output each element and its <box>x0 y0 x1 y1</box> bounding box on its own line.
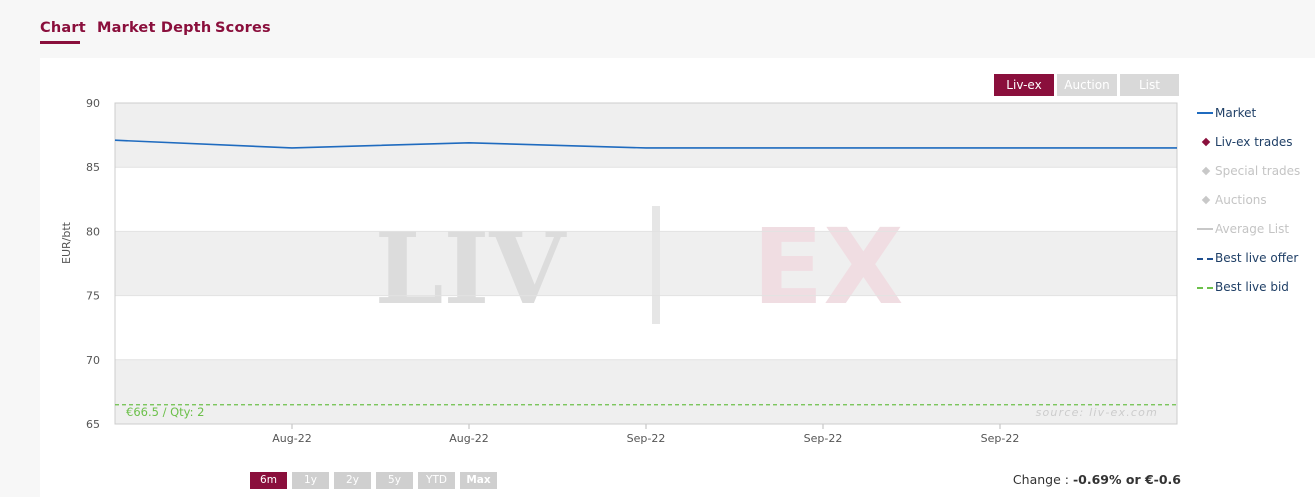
source-auction-button[interactable]: Auction <box>1057 74 1117 96</box>
plot-band <box>115 103 1177 168</box>
x-tick-label: Aug-22 <box>272 432 311 445</box>
line-marker-icon <box>1197 287 1213 289</box>
x-tick-label: Aug-22 <box>449 432 488 445</box>
y-axis-label: EUR/btt <box>60 221 73 264</box>
plot-band <box>115 359 1177 424</box>
line-marker-icon <box>1197 228 1213 230</box>
x-tick-label: Sep-22 <box>627 432 666 445</box>
y-tick-label: 70 <box>86 354 100 367</box>
tab-chart[interactable]: Chart <box>40 20 86 36</box>
plot-band <box>115 295 1177 360</box>
range-1y-button[interactable]: 1y <box>292 472 329 489</box>
legend-label: Market <box>1215 106 1257 120</box>
plot-band <box>115 231 1177 296</box>
line-marker-icon <box>1197 112 1213 114</box>
market-line <box>114 139 1177 149</box>
legend-label: Best live offer <box>1215 251 1299 265</box>
source-list-button[interactable]: List <box>1120 74 1179 96</box>
y-tick-label: 90 <box>86 97 100 110</box>
line-marker-icon <box>1197 258 1213 260</box>
legend-label: Liv-ex trades <box>1215 135 1293 149</box>
logo-text-left: LIV <box>375 212 568 327</box>
range-6m-button[interactable]: 6m <box>250 472 287 489</box>
chart-bands <box>115 103 1177 424</box>
range-2y-button[interactable]: 2y <box>334 472 371 489</box>
x-tick-label: Sep-22 <box>804 432 843 445</box>
range-ytd-button[interactable]: YTD <box>418 472 455 489</box>
legend-label: Best live bid <box>1215 280 1289 294</box>
legend-label: Average List <box>1215 222 1290 236</box>
active-tab-indicator <box>40 41 80 44</box>
plot-band <box>115 167 1177 232</box>
change-value: -0.69% or €-0.6 <box>1072 472 1181 487</box>
source-livex-button[interactable]: Liv-ex <box>994 74 1054 96</box>
logo-divider <box>652 206 660 324</box>
range-5y-button[interactable]: 5y <box>376 472 413 489</box>
range-max-button[interactable]: Max <box>460 472 497 489</box>
change-readout: Change : -0.69% or €-0.6 <box>1013 472 1181 487</box>
legend-label: Auctions <box>1215 193 1267 207</box>
best-live-bid-label: €66.5 / Qty: 2 <box>126 405 204 419</box>
legend-label: Special trades <box>1215 164 1301 178</box>
logo-text-right: EX <box>752 206 903 328</box>
chart-series <box>114 139 1177 406</box>
change-prefix: Change : <box>1012 472 1073 487</box>
y-tick-label: 85 <box>86 161 100 174</box>
y-tick-label: 75 <box>86 290 100 303</box>
plot-border <box>114 102 1178 425</box>
y-tick-label: 65 <box>86 418 100 431</box>
tab-market-depth[interactable]: Market Depth <box>97 20 212 36</box>
y-tick-label: 80 <box>86 225 100 238</box>
x-tick-label: Sep-22 <box>981 432 1020 445</box>
tab-scores[interactable]: Scores <box>215 20 271 36</box>
source-watermark: source: liv-ex.com <box>1036 406 1158 419</box>
x-axis: Aug-22 Aug-22 Sep-22 Sep-22 Sep-22 <box>272 424 1019 445</box>
